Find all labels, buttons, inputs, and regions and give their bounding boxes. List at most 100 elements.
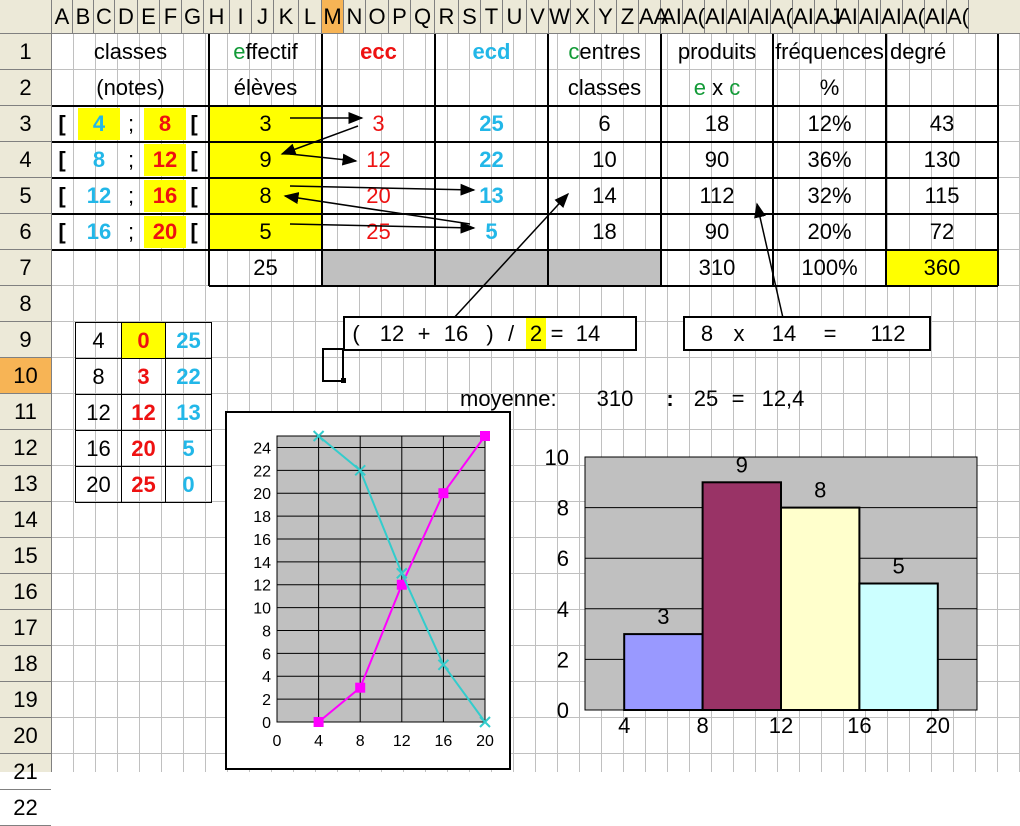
degree-total-highlight	[886, 250, 998, 286]
column-header-37[interactable]: AI	[881, 0, 903, 33]
column-header-12[interactable]: M	[322, 0, 344, 33]
small-cell: 25	[121, 466, 166, 503]
column-header-22[interactable]: W	[549, 0, 571, 33]
row-header-12[interactable]: 12	[0, 430, 51, 466]
column-header-7[interactable]: H	[204, 0, 230, 33]
column-header-23[interactable]: X	[571, 0, 595, 33]
column-header-38[interactable]: A(	[903, 0, 925, 33]
row-header-7[interactable]: 7	[0, 250, 51, 286]
row-header-2[interactable]: 2	[0, 70, 51, 106]
bar-chart[interactable]: 0 2 4 6 8 10 3 9 8 5 4 8 12 16 20	[525, 440, 985, 740]
class-high-highlight-0	[144, 108, 186, 140]
fill-handle[interactable]	[341, 378, 346, 383]
row-header-1[interactable]: 1	[0, 34, 51, 70]
column-header-0[interactable]: A	[52, 0, 73, 33]
row-header-13[interactable]: 13	[0, 466, 51, 502]
bar-1	[701, 481, 783, 711]
row-header-8[interactable]: 8	[0, 286, 51, 322]
cell-frequence: 36%	[807, 147, 852, 172]
hdr-effectif: e ffectif	[209, 34, 322, 70]
column-header-4[interactable]: E	[138, 0, 160, 33]
moyenne-denominator: 25	[693, 386, 719, 411]
column-header-16[interactable]: Q	[411, 0, 435, 33]
column-header-32[interactable]: A(	[771, 0, 793, 33]
column-header-9[interactable]: J	[252, 0, 274, 33]
small-cell: 20	[121, 430, 166, 467]
hdr-notes: (notes)	[96, 75, 165, 100]
hdr-percent: %	[819, 75, 840, 100]
formula-result: 14	[575, 320, 601, 346]
row-header-16[interactable]: 16	[0, 574, 51, 610]
bar-plot-border	[584, 456, 978, 711]
cell-ecd: 25	[479, 111, 504, 136]
row-header-4[interactable]: 4	[0, 142, 51, 178]
row-header-20[interactable]: 20	[0, 718, 51, 754]
column-header-8[interactable]: I	[230, 0, 252, 33]
row-header-10[interactable]: 10	[0, 358, 51, 394]
cell-degre: 115	[924, 183, 960, 208]
column-header-35[interactable]: AI	[837, 0, 859, 33]
column-header-31[interactable]: AI	[749, 0, 771, 33]
column-header-6[interactable]: G	[182, 0, 204, 33]
column-header-15[interactable]: P	[389, 0, 411, 33]
row-header-6[interactable]: 6	[0, 214, 51, 250]
table-border-h6	[52, 213, 998, 215]
cell-frequence: 12%	[807, 111, 852, 136]
column-header-5[interactable]: F	[160, 0, 182, 33]
class-open-bracket: [	[58, 147, 66, 172]
column-header-33[interactable]: AI	[793, 0, 815, 33]
row-header-14[interactable]: 14	[0, 502, 51, 538]
active-cell-cursor[interactable]	[322, 348, 344, 382]
column-header-34[interactable]: AJ	[815, 0, 841, 33]
row-header-9[interactable]: 9	[0, 322, 51, 358]
column-header-28[interactable]: A(	[683, 0, 705, 33]
column-header-20[interactable]: U	[503, 0, 527, 33]
column-header-40[interactable]: A(	[947, 0, 969, 33]
moyenne-numerator: 310	[596, 386, 634, 411]
hdr-effectif-initial: e	[233, 39, 246, 64]
hdr-classes: classes	[93, 39, 168, 64]
column-header-17[interactable]: R	[435, 0, 459, 33]
row-header-15[interactable]: 15	[0, 538, 51, 574]
hdr-centres: c entres	[548, 34, 661, 70]
line-xtick-label: 20	[476, 733, 494, 750]
class-separator: ;	[127, 183, 135, 208]
column-header-1[interactable]: B	[73, 0, 94, 33]
cell-effectif: 9	[259, 147, 272, 172]
column-header-11[interactable]: L	[299, 0, 322, 33]
column-header-36[interactable]: AI	[859, 0, 881, 33]
column-header-3[interactable]: D	[115, 0, 138, 33]
table-border-v3	[547, 34, 549, 286]
column-header-19[interactable]: T	[481, 0, 503, 33]
column-header-30[interactable]: AI	[727, 0, 749, 33]
cell-centre: 14	[592, 183, 617, 208]
arrow-effectif-ecd-6	[289, 221, 476, 234]
row-header-18[interactable]: 18	[0, 646, 51, 682]
column-header-bar: A B C D E F G H I J K L M N O P Q R S T U V W X Y Z AA AI A(AI AI AI A(…	[0, 0, 1020, 34]
produit-result: 112	[870, 320, 906, 346]
row-header-3[interactable]: 3	[0, 106, 51, 142]
column-header-14[interactable]: O	[366, 0, 389, 33]
cell-produit: 18	[704, 111, 730, 136]
row-header-5[interactable]: 5	[0, 178, 51, 214]
line-point-x	[396, 567, 408, 579]
line-point-x	[479, 716, 491, 728]
row-header-11[interactable]: 11	[0, 394, 51, 430]
row-header-19[interactable]: 19	[0, 682, 51, 718]
column-header-24[interactable]: Y	[595, 0, 617, 33]
column-header-27[interactable]: AI	[661, 0, 683, 33]
column-header-2[interactable]: C	[94, 0, 115, 33]
column-header-29[interactable]: AI	[705, 0, 727, 33]
small-cell: 12	[75, 394, 122, 431]
column-header-10[interactable]: K	[274, 0, 299, 33]
line-point-x	[354, 464, 366, 477]
column-header-25[interactable]: Z	[617, 0, 639, 33]
column-header-18[interactable]: S	[459, 0, 481, 33]
select-all-corner[interactable]	[0, 0, 52, 33]
row-header-22[interactable]: 22	[0, 790, 51, 826]
column-header-39[interactable]: AI	[925, 0, 947, 33]
column-header-21[interactable]: V	[527, 0, 549, 33]
row-header-17[interactable]: 17	[0, 610, 51, 646]
column-header-13[interactable]: N	[344, 0, 366, 33]
